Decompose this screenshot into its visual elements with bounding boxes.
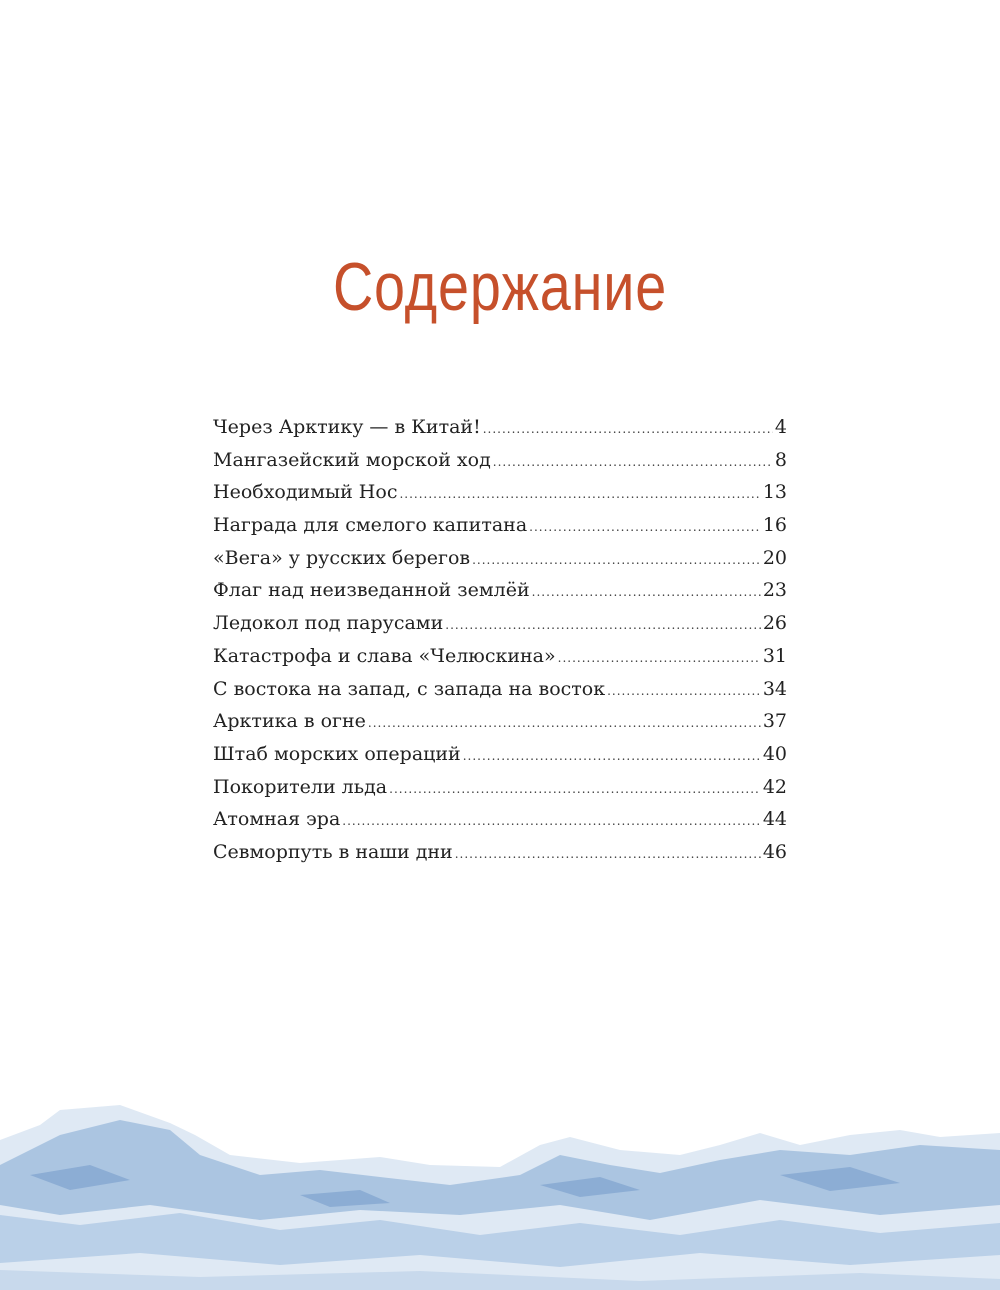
toc-entry[interactable]: Севморпуть в наши дни 46 — [213, 841, 787, 874]
toc-entry-title: Покорители льда — [213, 775, 388, 798]
toc-entry-title: Ледокол под парусами — [213, 612, 444, 635]
toc-entry-page: 8 — [774, 448, 787, 471]
toc-entry[interactable]: Арктика в огне 37 — [213, 710, 787, 743]
toc-entry-page: 31 — [762, 644, 787, 667]
dot-leader — [529, 520, 761, 534]
toc-entry-title: Севморпуть в наши дни — [213, 840, 453, 863]
toc-entry[interactable]: Через Арктику — в Китай! 4 — [213, 416, 787, 449]
toc-entry[interactable]: Ледокол под парусами 26 — [213, 612, 787, 645]
toc-entry[interactable]: Награда для смелого капитана 16 — [213, 514, 787, 547]
toc-entry-title: Катастрофа и слава «Челюскина» — [213, 644, 556, 667]
dot-leader — [532, 585, 761, 599]
toc-entry-page: 34 — [762, 677, 787, 700]
dot-leader — [493, 455, 773, 469]
toc-entry-page: 26 — [762, 612, 787, 635]
arctic-ice-illustration — [0, 1105, 1000, 1290]
toc-entry-page: 13 — [762, 481, 787, 504]
toc-entry-title: Штаб морских операций — [213, 742, 461, 765]
dot-leader — [463, 749, 761, 763]
toc-entry-title: Через Арктику — в Китай! — [213, 416, 481, 438]
dot-leader — [342, 814, 761, 828]
toc-entry-page: 16 — [762, 514, 787, 537]
dot-leader — [399, 487, 760, 501]
toc-entry[interactable]: Покорители льда 42 — [213, 776, 787, 809]
toc-entry-title: С востока на запад, с запада на восток — [213, 677, 606, 700]
toc-entry[interactable]: Мангазейский морской ход 8 — [213, 449, 787, 482]
dot-leader — [389, 782, 761, 796]
toc-entry[interactable]: Атомная эра 44 — [213, 808, 787, 841]
toc-entry-page: 4 — [774, 416, 787, 438]
toc-entry[interactable]: Катастрофа и слава «Челюскина» 31 — [213, 645, 787, 678]
toc-entry-title: Мангазейский морской ход — [213, 448, 491, 471]
toc-entry-title: Необходимый Нос — [213, 481, 398, 504]
toc-entry-title: Флаг над неизведанной землёй — [213, 579, 530, 602]
toc-entry-page: 20 — [762, 546, 787, 569]
toc-entry[interactable]: Необходимый Нос 13 — [213, 481, 787, 514]
toc-entry-page: 46 — [762, 840, 787, 863]
toc-entry-page: 23 — [762, 579, 787, 602]
dot-leader — [368, 716, 761, 730]
dot-leader — [455, 847, 761, 861]
dot-leader — [558, 651, 761, 665]
dot-leader — [607, 684, 761, 698]
toc-entry[interactable]: Флаг над неизведанной землёй 23 — [213, 579, 787, 612]
toc-entry-title: Атомная эра — [213, 808, 341, 831]
dot-leader — [445, 618, 761, 632]
table-of-contents: Через Арктику — в Китай! 4 Мангазейский мо… — [213, 416, 787, 874]
toc-entry-title: «Вега» у русских берегов — [213, 546, 471, 569]
page-title: Содержание — [332, 249, 668, 325]
toc-entry[interactable]: С востока на запад, с запада на восток 34 — [213, 678, 787, 711]
dot-leader — [472, 553, 761, 567]
toc-entry-page: 42 — [762, 775, 787, 798]
dot-leader — [483, 422, 773, 436]
toc-entry[interactable]: «Вега» у русских берегов 20 — [213, 547, 787, 580]
toc-entry-page: 40 — [762, 742, 787, 765]
toc-entry-title: Награда для смелого капитана — [213, 514, 528, 537]
toc-entry-page: 44 — [762, 808, 787, 831]
toc-entry[interactable]: Штаб морских операций 40 — [213, 743, 787, 776]
toc-entry-page: 37 — [762, 710, 787, 733]
toc-entry-title: Арктика в огне — [213, 710, 366, 733]
